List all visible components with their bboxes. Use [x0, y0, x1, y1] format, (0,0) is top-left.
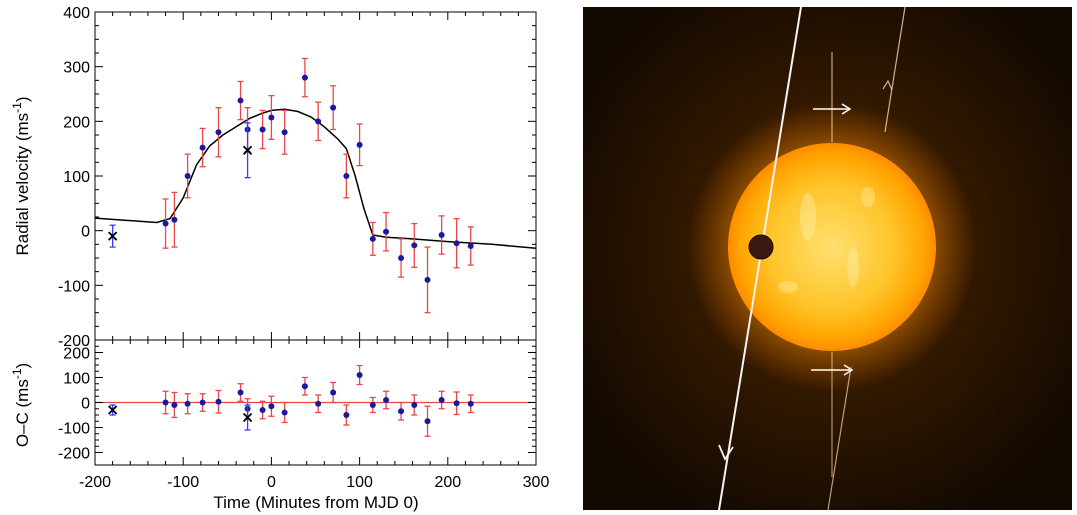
- residual-data-point: [268, 403, 274, 409]
- rv-data-point: [370, 236, 376, 242]
- residual-data-point: [260, 407, 266, 413]
- residual-y-tick-label: -200: [58, 446, 90, 463]
- x-tick-label: 200: [434, 474, 461, 491]
- rv-data-points: [109, 58, 474, 312]
- rv-data-point: [468, 243, 474, 249]
- rv-data-point: [330, 105, 336, 111]
- residual-data-point: [171, 402, 177, 408]
- residual-data-point: [383, 397, 389, 403]
- rv-data-point: [163, 221, 169, 227]
- residual-y-tick-label: 0: [81, 396, 90, 413]
- residual-data-point: [357, 372, 363, 378]
- transit-illustration-svg: [583, 7, 1072, 510]
- rv-data-point: [215, 129, 221, 135]
- residual-panel: -200 -100 0 100 200: [58, 340, 536, 465]
- rv-data-point: [260, 127, 266, 133]
- x-axis-label: Time (Minutes from MJD 0): [213, 493, 418, 512]
- residual-data-point: [215, 399, 221, 405]
- x-tick-label: -100: [167, 474, 199, 491]
- residual-data-point: [468, 401, 474, 407]
- x-tick-label: 100: [346, 474, 373, 491]
- rv-y-tick-label: 400: [63, 5, 90, 22]
- residual-data-point: [411, 402, 417, 408]
- rv-y-tick-label: 200: [63, 114, 90, 131]
- residual-y-axis-label: O–C (ms-1): [10, 363, 32, 447]
- rv-data-point: [357, 142, 363, 148]
- rv-data-point: [398, 255, 404, 261]
- rv-x-ticks: [95, 12, 536, 340]
- residual-data-point: [315, 401, 321, 407]
- rv-data-point: [425, 277, 431, 283]
- transit-illustration: [583, 7, 1072, 510]
- rv-data-point: [302, 75, 308, 81]
- rv-y-axis-label: Radial velocity (ms-1): [10, 97, 32, 256]
- residual-data-point: [302, 383, 308, 389]
- rv-data-point: [282, 129, 288, 135]
- residual-data-point: [200, 400, 206, 406]
- rv-data-point: [454, 240, 460, 246]
- rv-plot-frame: [95, 12, 536, 340]
- residual-data-point: [163, 400, 169, 406]
- rv-data-point: [383, 229, 389, 235]
- residual-data-points: [109, 366, 474, 437]
- residual-y-ticks: -200 -100 0 100 200: [58, 346, 536, 463]
- residual-data-point: [185, 401, 191, 407]
- rv-data-point: [268, 115, 274, 121]
- rv-data-point: [343, 173, 349, 179]
- rv-data-point: [171, 217, 177, 223]
- rv-data-point: [439, 232, 445, 238]
- x-tick-label: -200: [79, 474, 111, 491]
- residual-data-point: [343, 412, 349, 418]
- residual-data-point: [454, 400, 460, 406]
- residual-data-point: [398, 408, 404, 414]
- x-tick-label: 0: [267, 474, 276, 491]
- rv-data-point: [315, 118, 321, 124]
- residual-data-point: [330, 390, 336, 396]
- residual-data-point: [370, 402, 376, 408]
- rv-y-tick-label: -100: [58, 278, 90, 295]
- planet: [749, 235, 773, 259]
- rv-data-point: [238, 98, 244, 104]
- residual-y-tick-label: -100: [58, 421, 90, 438]
- residual-data-point: [425, 418, 431, 424]
- rv-y-tick-label: 100: [63, 169, 90, 186]
- residual-data-point: [238, 390, 244, 396]
- rv-y-tick-label: 300: [63, 60, 90, 77]
- residual-y-tick-label: 100: [63, 371, 90, 388]
- rv-data-point: [185, 173, 191, 179]
- residual-data-point: [439, 397, 445, 403]
- residual-data-point: [282, 410, 288, 416]
- rv-data-point: [200, 145, 206, 151]
- x-tick-label: 300: [523, 474, 550, 491]
- rv-data-point: [411, 242, 417, 248]
- x-tick-labels: -200 -100 0 100 200 300: [79, 474, 549, 491]
- rv-y-tick-label: 0: [81, 224, 90, 241]
- residual-y-tick-label: 200: [63, 346, 90, 363]
